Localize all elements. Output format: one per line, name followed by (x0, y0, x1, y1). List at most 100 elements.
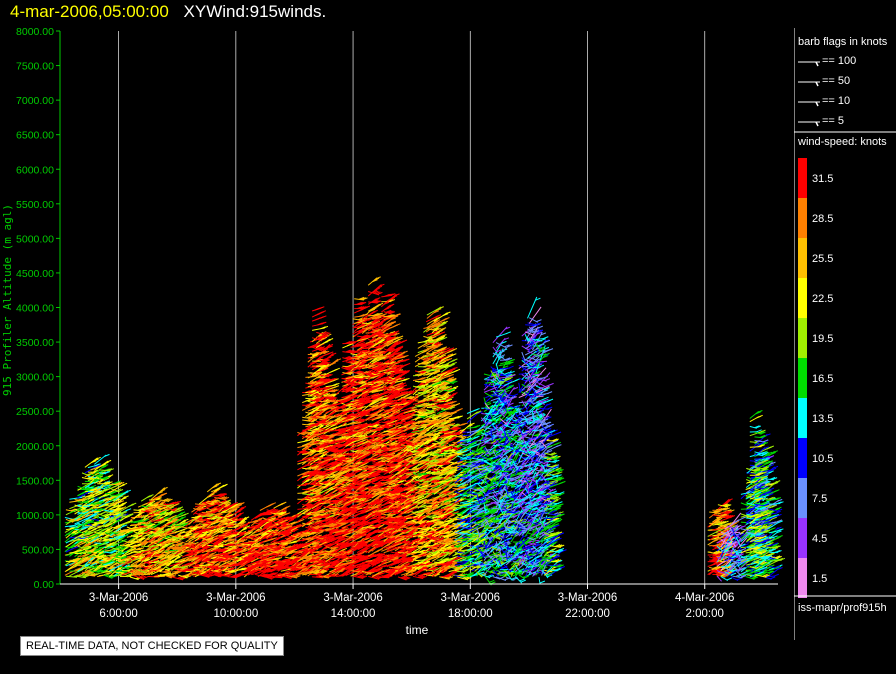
wind-barb (69, 496, 83, 500)
wind-barb (65, 546, 77, 553)
barb-flag (89, 540, 96, 544)
barb-flag (73, 529, 79, 533)
wind-barb (93, 454, 107, 465)
wind-barb (90, 565, 102, 576)
barb-flag (90, 514, 97, 518)
barb-flag (86, 520, 92, 524)
wind-barb (98, 469, 111, 472)
wind-barb (97, 569, 105, 573)
wind-barb (98, 477, 106, 481)
wind-barb (103, 551, 113, 554)
barb-flag (83, 499, 89, 503)
wind-barb (84, 557, 100, 572)
barb-flag (79, 497, 85, 501)
barb-flag (104, 536, 110, 540)
wind-barb (103, 574, 113, 579)
wind-barb (81, 513, 96, 524)
barb-flag (106, 527, 113, 531)
barb-flag (110, 550, 117, 554)
barb-flag (83, 545, 89, 548)
barb-flag (94, 489, 100, 493)
barb-flag (99, 554, 105, 558)
barb-flag (95, 456, 101, 460)
barb-flag (99, 504, 105, 508)
barb-flag (90, 535, 96, 539)
barb-flag (90, 484, 97, 488)
barb-flag (104, 453, 110, 457)
barb-flag (84, 574, 90, 578)
barb-flag (142, 502, 148, 506)
wind-barb (103, 542, 115, 547)
barb-flag (75, 561, 82, 565)
barb-flag (103, 513, 109, 517)
barb-flag (89, 533, 96, 537)
barb-flag (87, 481, 93, 485)
barb-flag (71, 565, 77, 569)
barb-flag (103, 461, 109, 465)
barb-flag (88, 499, 94, 503)
barb-flag (83, 511, 89, 514)
barb-flag (102, 481, 109, 485)
wind-barb (98, 528, 109, 537)
barb-flag (101, 569, 108, 573)
barb-flag (86, 472, 93, 476)
wind-barb (77, 545, 87, 550)
barb-flag (104, 564, 110, 568)
barb-flag (97, 566, 103, 570)
barb-flag (103, 564, 109, 567)
barb-flag (125, 508, 132, 512)
wind-barb (97, 513, 107, 518)
barb-flag (109, 550, 115, 554)
barb-flag (104, 527, 111, 530)
barb-flag (105, 529, 111, 532)
barb-flag (109, 552, 116, 556)
barb-flag (73, 549, 79, 553)
barb-cluster (181, 482, 255, 579)
barb-flag (111, 554, 117, 558)
barb-flag (82, 508, 88, 512)
barb-flag (92, 543, 98, 547)
barb-flag (85, 570, 91, 574)
barb-flag (96, 492, 102, 496)
barb-flag (112, 542, 118, 546)
barb-flag (71, 530, 78, 534)
barb-flag (112, 485, 118, 489)
barb-flag (106, 468, 112, 472)
barb-flag (102, 540, 109, 544)
barb-flag (93, 549, 100, 553)
barb-flag (89, 567, 96, 571)
wind-barb (87, 511, 98, 519)
wind-barb (90, 473, 100, 478)
barb-flag (83, 517, 89, 521)
barb-cluster (121, 486, 194, 581)
barb-flag (109, 561, 115, 564)
barb-flag (81, 574, 88, 578)
barb-flag (87, 496, 93, 499)
plot-title: XYWind:915winds. (183, 2, 327, 21)
wind-barb (103, 509, 113, 513)
barb-flag (89, 538, 96, 541)
barb-flag (93, 463, 100, 467)
barb-flag (82, 560, 88, 564)
barb-flag (99, 501, 105, 504)
barb-flag (95, 528, 101, 532)
barb-flag (102, 536, 108, 540)
barb-flag (103, 464, 109, 468)
barb-flag (98, 473, 104, 477)
barb-flag (99, 550, 105, 554)
barb-flag (100, 463, 107, 467)
barb-flag (126, 552, 133, 556)
barb-flag (103, 470, 109, 474)
barb-flag (101, 465, 107, 469)
barb-flag (81, 526, 87, 530)
barb-flag (101, 559, 108, 562)
barb-flag (75, 557, 82, 561)
barb-flag (93, 458, 99, 462)
barb-flag (95, 476, 101, 479)
wind-barbs (64, 276, 786, 586)
timestamp: 4-mar-2006,05:00:00 (10, 2, 169, 21)
barb-flag (85, 563, 91, 567)
barb-flag (96, 557, 103, 561)
wind-barb (74, 575, 86, 579)
